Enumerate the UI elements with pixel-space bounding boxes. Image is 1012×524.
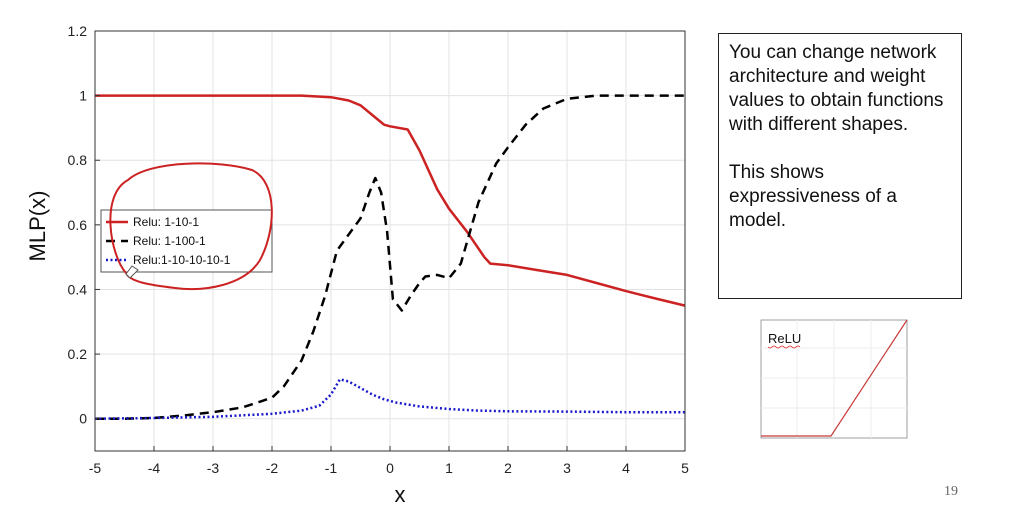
note-paragraph-2: This shows expressiveness of a model. — [729, 162, 897, 231]
y-axis-label: MLP(x) — [25, 191, 50, 262]
y-tick-label: 1.2 — [68, 23, 88, 39]
x-tick-label: -1 — [325, 460, 338, 476]
x-tick-label: -4 — [148, 460, 161, 476]
legend-label-3: Relu:1-10-10-10-1 — [133, 253, 231, 267]
note-box: You can change network architecture and … — [718, 33, 962, 299]
note-paragraph-1: You can change network architecture and … — [729, 42, 944, 135]
mlp-chart: -5 -4 -3 -2 -1 0 1 2 3 4 5 0 0.2 0.4 0.6 0.8 1 1.2 x MLP(… — [25, 23, 690, 507]
x-tick-label: 0 — [386, 460, 394, 476]
x-tick-label: -2 — [266, 460, 279, 476]
series-line-2 — [95, 94, 685, 420]
ticks: -5 -4 -3 -2 -1 0 1 2 3 4 5 0 0.2 0.4 0.6 0.8 1 1.2 — [68, 23, 690, 476]
legend-box — [100, 209, 273, 273]
y-tick-label: 0.6 — [68, 217, 88, 233]
y-tick-label: 1 — [79, 88, 87, 104]
x-tick-label: 4 — [622, 460, 630, 476]
series-line-3 — [94, 378, 685, 420]
pen-cursor-icon — [125, 265, 139, 279]
slide-number: 19 — [944, 484, 958, 499]
y-tick-label: 0 — [79, 411, 87, 427]
x-axis-label: x — [395, 482, 406, 507]
relu-label: ReLU — [768, 331, 801, 346]
x-tick-label: -3 — [207, 460, 220, 476]
series-line-1 — [95, 94, 686, 307]
series-layer — [94, 94, 686, 420]
x-tick-label: 1 — [445, 460, 453, 476]
x-tick-label: 3 — [563, 460, 571, 476]
legend-label-1: Relu: 1-10-1 — [133, 215, 199, 229]
legend: Relu: 1-10-1 Relu: 1-100-1 Relu:1-10-10-… — [100, 209, 273, 273]
annotation-circle — [109, 162, 273, 291]
x-tick-label: 2 — [504, 460, 512, 476]
relu-thumbnail: ReLU — [760, 319, 908, 439]
relu-curve — [761, 319, 908, 437]
x-tick-label: 5 — [681, 460, 689, 476]
y-tick-label: 0.2 — [68, 346, 88, 362]
legend-label-2: Relu: 1-100-1 — [133, 234, 206, 248]
x-tick-label: -5 — [89, 460, 102, 476]
y-tick-label: 0.4 — [68, 281, 88, 297]
relu-spellcheck-underline — [767, 345, 801, 349]
y-tick-label: 0.8 — [68, 152, 88, 168]
